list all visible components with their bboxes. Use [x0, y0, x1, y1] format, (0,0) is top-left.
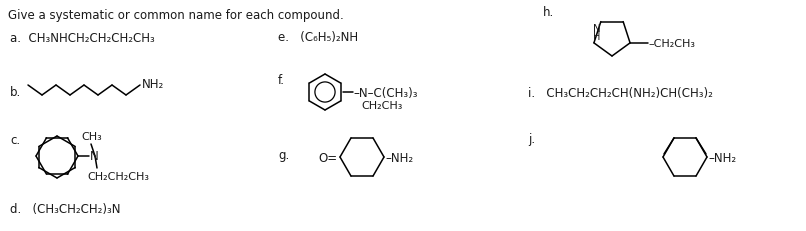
Text: –N–C(CH₃)₃: –N–C(CH₃)₃	[353, 86, 418, 99]
Text: –NH₂: –NH₂	[385, 151, 413, 164]
Text: H: H	[593, 31, 600, 41]
Text: b.: b.	[10, 86, 21, 99]
Text: e.   (C₆H₅)₂NH: e. (C₆H₅)₂NH	[278, 31, 358, 44]
Text: c.: c.	[10, 133, 20, 146]
Text: a.  CH₃NHCH₂CH₂CH₂CH₃: a. CH₃NHCH₂CH₂CH₂CH₃	[10, 31, 155, 44]
Text: –NH₂: –NH₂	[708, 151, 736, 164]
Text: N: N	[593, 24, 600, 33]
Text: h.: h.	[543, 6, 555, 19]
Text: d.   (CH₃CH₂CH₂)₃N: d. (CH₃CH₂CH₂)₃N	[10, 203, 121, 216]
Text: CH₂CH₂CH₃: CH₂CH₂CH₃	[87, 171, 149, 181]
Text: j.: j.	[528, 133, 535, 146]
Text: –CH₂CH₃: –CH₂CH₃	[648, 39, 695, 49]
Text: O=: O=	[318, 151, 337, 164]
Text: N: N	[90, 150, 99, 163]
Text: CH₂CH₃: CH₂CH₃	[361, 100, 402, 110]
Text: NH₂: NH₂	[142, 77, 164, 90]
Text: g.: g.	[278, 148, 289, 161]
Text: i.   CH₃CH₂CH₂CH(NH₂)CH(CH₃)₂: i. CH₃CH₂CH₂CH(NH₂)CH(CH₃)₂	[528, 86, 713, 99]
Text: f.: f.	[278, 73, 285, 86]
Text: Give a systematic or common name for each compound.: Give a systematic or common name for eac…	[8, 9, 343, 22]
Text: CH₃: CH₃	[81, 131, 102, 141]
